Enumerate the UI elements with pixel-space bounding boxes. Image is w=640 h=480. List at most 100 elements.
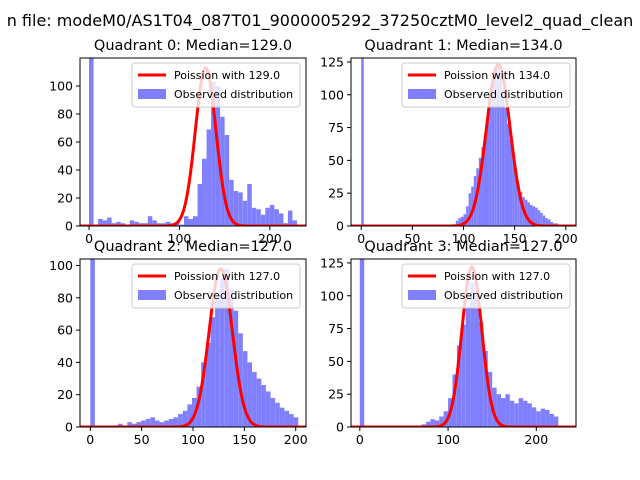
histogram-bar (131, 423, 137, 427)
histogram-bar (118, 423, 123, 427)
histogram-bar (251, 207, 257, 226)
y-tick-label: 25 (328, 387, 344, 402)
y-tick-label: 0 (65, 420, 73, 435)
histogram-bar (512, 153, 515, 226)
histogram-bar (527, 403, 532, 427)
histogram-bar (529, 205, 533, 226)
y-tick-label: 80 (57, 290, 73, 305)
y-tick-label: 75 (328, 120, 344, 135)
x-tick-label: 0 (86, 432, 94, 447)
legend-label: Observed distribution (444, 289, 563, 302)
histogram-bar (270, 397, 276, 427)
histogram-bar (496, 64, 500, 226)
histogram-bar (247, 184, 252, 226)
histogram-bar (494, 71, 497, 226)
legend-label: Observed distribution (444, 88, 563, 101)
histogram-bar (265, 391, 271, 427)
histogram-bar (359, 259, 365, 427)
subplot-1: 0 50 100 150 200 0 25 50 75 100 125 Quadrant 1: Med… (320, 38, 578, 246)
histogram-bar (483, 136, 487, 226)
histogram-bar (456, 345, 462, 427)
histogram-bar (107, 217, 112, 226)
histogram-bar (287, 210, 293, 226)
histogram-bar (182, 410, 188, 427)
histogram-bar (293, 417, 299, 427)
histogram-bar (202, 158, 207, 226)
histogram-bar (183, 216, 189, 226)
histogram-bar (136, 422, 142, 427)
histogram-bar (491, 81, 495, 226)
subplot-title: Quadrant 0: Median=129.0 (94, 38, 292, 54)
histogram-bar (275, 402, 280, 427)
y-tick-label: 80 (57, 107, 73, 122)
histogram-bar (434, 420, 440, 427)
histogram-bar (219, 278, 225, 427)
histogram-bar (220, 116, 225, 226)
subplot-title: Quadrant 1: Median=134.0 (364, 38, 562, 54)
histogram-bar (224, 135, 230, 226)
x-tick-label: 100 (181, 432, 205, 447)
histogram-bar (289, 414, 294, 427)
histogram-bar (116, 221, 121, 226)
x-tick-label: 100 (168, 231, 192, 246)
histogram-bar (229, 179, 234, 226)
x-tick-label: 200 (284, 432, 308, 447)
histogram-bar (527, 202, 530, 226)
histogram-bar (154, 420, 160, 427)
y-tick-label: 0 (336, 219, 344, 234)
histogram-bar (519, 191, 523, 226)
histogram-bar (460, 216, 464, 226)
legend-frame (131, 62, 301, 108)
y-tick-label: 20 (57, 387, 73, 402)
histogram-bar (168, 418, 174, 427)
legend-frame (131, 263, 301, 309)
histogram-bar (205, 343, 211, 427)
histogram-bar (468, 193, 472, 226)
histogram-bar (505, 394, 510, 427)
histogram-bar (269, 205, 275, 226)
legend-label: Poission with 127.0 (174, 270, 280, 283)
histogram-bar (452, 374, 457, 427)
legend-patch-swatch (138, 89, 166, 99)
histogram-bar (102, 220, 108, 226)
histogram-bar (483, 350, 488, 427)
histogram-bar (430, 419, 435, 427)
y-tick-label: 50 (328, 153, 344, 168)
legend: Poission with 127.0 Observed distribution (401, 263, 571, 309)
histogram-bar (518, 398, 524, 427)
histogram-bar (461, 324, 466, 427)
histogram-bar (545, 409, 550, 427)
legend: Poission with 129.0 Observed distribution (131, 62, 301, 108)
histogram-bar (545, 218, 548, 226)
y-tick-label: 50 (328, 354, 344, 369)
subplot-title: Quadrant 2: Median=127.0 (94, 239, 292, 255)
histogram-bar (284, 410, 290, 427)
histogram-bar (537, 210, 541, 226)
histogram-bar (127, 422, 132, 427)
histogram-bar (278, 213, 284, 226)
histogram-bar (535, 207, 538, 226)
subplot-0: 0 100 200 0 20 40 60 80 100 Quadrant 0: Median=12… (49, 38, 307, 246)
histogram-bar (478, 157, 482, 226)
histogram-bar (540, 408, 546, 427)
histogram-bar (201, 362, 206, 427)
subplot-title: Quadrant 3: Median=127.0 (364, 239, 562, 255)
histogram-bar (523, 400, 528, 427)
y-tick-label: 125 (320, 255, 344, 270)
histogram-bar (463, 214, 467, 226)
figure-suptitle: n file: modeM0/AS1T04_087T01_9000005292_… (7, 11, 634, 31)
histogram-bar (274, 209, 279, 226)
histogram-bar (247, 362, 253, 427)
x-tick-label: 200 (258, 231, 282, 246)
y-tick-label: 100 (320, 288, 344, 303)
histogram-bar (549, 413, 554, 427)
histogram-bar (238, 192, 243, 226)
x-tick-label: 200 (524, 432, 548, 447)
histogram-bar (481, 147, 484, 226)
poisson-fit-line (80, 66, 306, 226)
histogram-bar (540, 212, 543, 226)
histogram-bar (187, 404, 192, 427)
axes-frame (350, 258, 577, 428)
legend-label: Poission with 134.0 (444, 69, 550, 82)
